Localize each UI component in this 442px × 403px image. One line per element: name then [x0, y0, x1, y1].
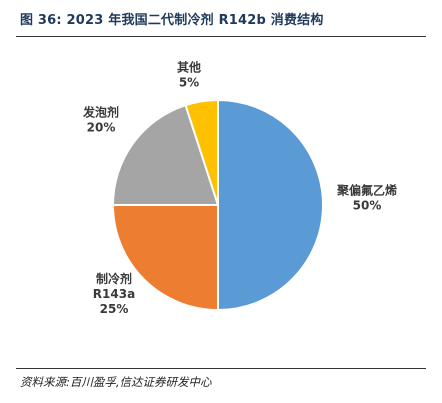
top-rule — [16, 36, 426, 37]
pie-slice-0 — [217, 99, 324, 311]
slice-label-0: 聚偏氟乙烯 50% — [336, 183, 397, 213]
slice-label-3: 其他 5% — [177, 60, 201, 90]
slice-name-label: 发泡剂 — [82, 105, 119, 120]
slice-value-label: 50% — [353, 199, 382, 213]
source-note: 资料来源:百川盈孚,信达证券研发中心 — [20, 375, 212, 389]
slice-name-label: R143a — [93, 287, 135, 301]
slice-value-label: 5% — [179, 76, 199, 90]
pie-slices — [112, 99, 324, 311]
slice-value-label: 20% — [87, 121, 116, 135]
slice-name-label: 其他 — [177, 60, 201, 75]
bottom-rule — [16, 368, 426, 369]
slice-name-label: 聚偏氟乙烯 — [336, 183, 397, 198]
figure-title: 图 36: 2023 年我国二代制冷剂 R142b 消费结构 — [20, 13, 324, 28]
slice-value-label: 25% — [100, 302, 129, 316]
pie-slice-1 — [112, 204, 219, 311]
pie-labels: 聚偏氟乙烯 50% 制冷剂 R143a 25% 发泡剂 20% 其他 5% — [82, 60, 397, 317]
slice-label-2: 发泡剂 20% — [82, 105, 119, 135]
pie-slice-3 — [184, 99, 219, 206]
slice-label-1: 制冷剂 R143a 25% — [93, 271, 135, 316]
slice-name-label: 制冷剂 — [96, 271, 132, 286]
pie-slice-2 — [112, 104, 219, 206]
